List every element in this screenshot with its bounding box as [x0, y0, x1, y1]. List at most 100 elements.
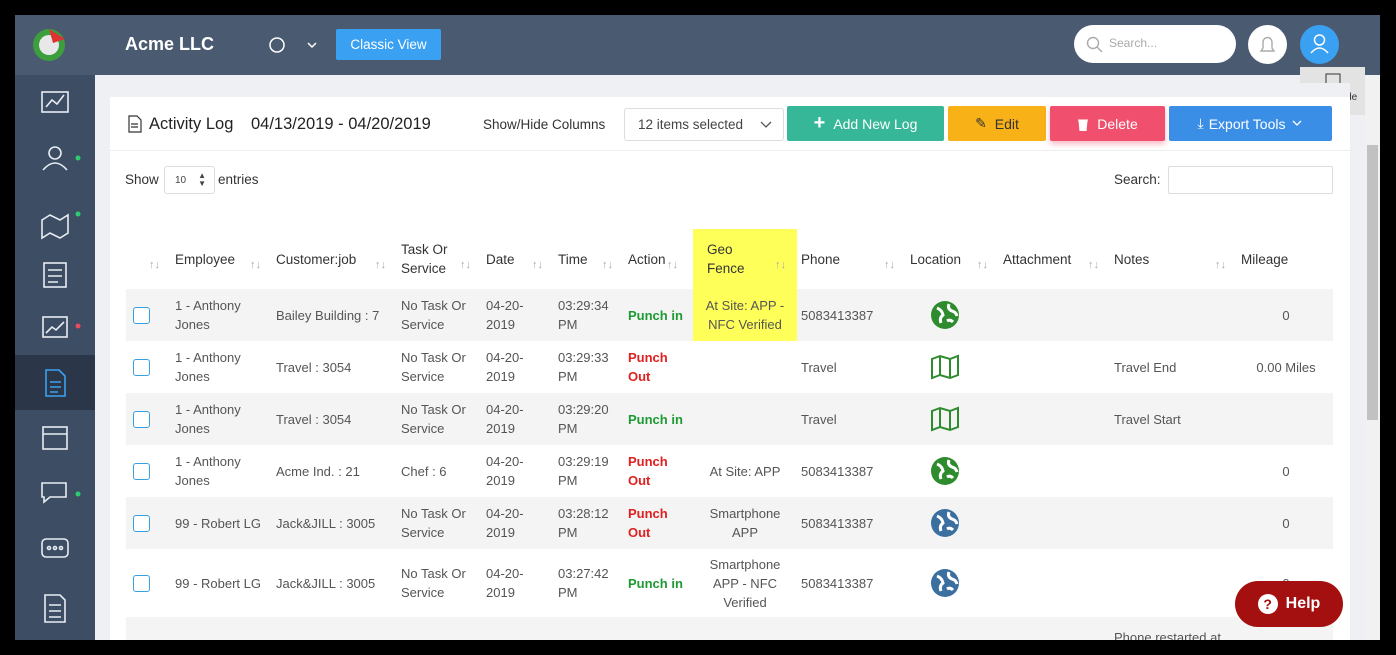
column-header: Date: [486, 251, 515, 267]
export-label: Export Tools: [1208, 115, 1286, 132]
column-header: Employee: [175, 251, 236, 267]
add-label: Add New Log: [833, 115, 918, 132]
export-tools-button[interactable]: ⤓ Export Tools: [1169, 106, 1332, 141]
sort-arrows: ↑↓: [775, 259, 786, 271]
location-icon[interactable]: [929, 351, 961, 383]
column-header: Notes: [1114, 251, 1150, 267]
sort-arrows: ↑↓: [375, 259, 386, 271]
cell-employee: 99 - Robert LG: [175, 515, 261, 531]
cell-customer: Travel : 3054: [276, 411, 352, 427]
cell-date: 04-20-2019: [486, 506, 524, 540]
cell-customer: Acme Ind. : 21: [276, 463, 360, 479]
log-icon: [128, 115, 142, 133]
user-icon: [1310, 34, 1329, 54]
row-checkbox: [133, 307, 150, 324]
column-header: Time: [558, 251, 588, 267]
cell-date: 04-20-2019: [486, 454, 524, 488]
sort-arrows: ↑↓: [460, 259, 471, 271]
date-range: 04/13/2019 - 04/20/2019: [251, 115, 431, 133]
search-box[interactable]: Search...: [1074, 25, 1236, 63]
classic-view-button[interactable]: Classic View: [336, 29, 441, 60]
table-row: [126, 393, 1333, 445]
scrollbar: [1365, 75, 1380, 640]
entries-label: entries: [218, 172, 259, 187]
help-button[interactable]: ? Help: [1235, 581, 1343, 627]
cell-time: 03:27:42 PM: [558, 566, 609, 600]
edit-label: Edit: [994, 115, 1019, 132]
column-header: Action: [628, 251, 666, 267]
cell-action: Punch Out: [628, 454, 668, 488]
cell-customer: Travel : 3054: [276, 359, 352, 375]
location-icon[interactable]: [929, 507, 961, 539]
currency-dropdown[interactable]: [265, 35, 325, 55]
sort-arrows: ↑↓: [1215, 259, 1226, 271]
cell-customer: Jack&JILL : 3005: [276, 575, 376, 591]
cell-mileage: 0: [1282, 307, 1290, 323]
cell-geo: At Site: APP: [709, 463, 781, 479]
entries-select[interactable]: 10 ▲ ▼: [164, 166, 215, 194]
row-checkbox: [133, 515, 150, 532]
edit-button[interactable]: ✎ Edit: [948, 106, 1046, 141]
columns-select[interactable]: 12 items selected: [624, 108, 784, 141]
sidebar: [15, 15, 95, 640]
cell-mileage: 0.00 Miles: [1256, 359, 1316, 375]
cell-date: 04-20-2019: [486, 402, 524, 436]
column-header: Geo Fence: [707, 242, 745, 276]
table-row-bg: [797, 289, 1333, 341]
sort-arrows: ↑↓: [532, 259, 543, 271]
cell-task: No Task Or Service: [401, 506, 466, 540]
cell-notes: Travel Start: [1114, 411, 1181, 427]
profile[interactable]: [1300, 25, 1339, 64]
table-row-bg: [126, 289, 693, 341]
cell-customer: Jack&JILL : 3005: [276, 515, 376, 531]
cell-phone: Travel: [801, 359, 837, 375]
cell-date: 04-20-2019: [486, 298, 524, 332]
columns-select-text: 12 items selected: [638, 117, 744, 132]
cell-mileage: 0: [1282, 463, 1290, 479]
cell-phone: 5083413387: [801, 515, 874, 531]
cell-task: No Task Or Service: [401, 402, 466, 436]
show-hide-label: Show/Hide Columns: [483, 117, 606, 132]
card-gap: [110, 83, 1350, 97]
cell-action: Punch in: [628, 575, 683, 591]
notifications[interactable]: [1248, 25, 1287, 64]
add-new-log-button[interactable]: + Add New Log: [787, 106, 944, 141]
table-search-input[interactable]: [1168, 166, 1333, 194]
location-icon[interactable]: [929, 299, 961, 331]
cell-notes: Phone restarted at [2019-04-20: [1114, 630, 1221, 640]
delete-button[interactable]: Delete: [1050, 106, 1165, 141]
trash-icon: [1078, 119, 1089, 131]
cell-time: 03:29:34 PM: [558, 298, 609, 332]
card: Activity Log 04/13/2019 - 04/20/2019 Sho…: [110, 83, 1350, 640]
location-icon[interactable]: [929, 455, 961, 487]
cell-customer: Bailey Building : 7: [276, 307, 380, 323]
caret: [760, 121, 772, 128]
divider: [110, 150, 1350, 151]
sort-arrows: ↑↓: [977, 259, 988, 271]
row-checkbox: [133, 359, 150, 376]
cell-task: No Task Or Service: [401, 298, 466, 332]
cell-action: Punch Out: [628, 506, 668, 540]
location-icon[interactable]: [929, 567, 961, 599]
column-header: Customer:job: [276, 251, 357, 267]
location-icon[interactable]: [929, 403, 961, 435]
cell-task: No Task Or Service: [401, 566, 466, 600]
cell-task: No Task Or Service: [401, 350, 466, 384]
log-title: Activity Log: [149, 115, 234, 133]
cell-employee: 1 - Anthony Jones: [175, 454, 241, 488]
row-checkbox: [133, 463, 150, 480]
bell-icon: [1259, 36, 1276, 52]
cell-date: 04-20-2019: [486, 566, 524, 600]
table-row: [126, 445, 1333, 497]
table-row: [126, 617, 1333, 640]
column-header: Mileage: [1241, 251, 1289, 267]
scroll-thumb[interactable]: [1367, 145, 1378, 420]
help-label: Help: [1285, 595, 1321, 612]
sort-arrows: ↑↓: [884, 259, 895, 271]
cell-employee: 1 - Anthony Jones: [175, 350, 241, 384]
cell-action: Punch in: [628, 411, 683, 427]
row-checkbox: [133, 411, 150, 428]
cell-action: Punch Out: [628, 350, 668, 384]
sort-arrows: ↑↓: [667, 259, 678, 271]
sidebar-icons[interactable]: [15, 75, 95, 640]
